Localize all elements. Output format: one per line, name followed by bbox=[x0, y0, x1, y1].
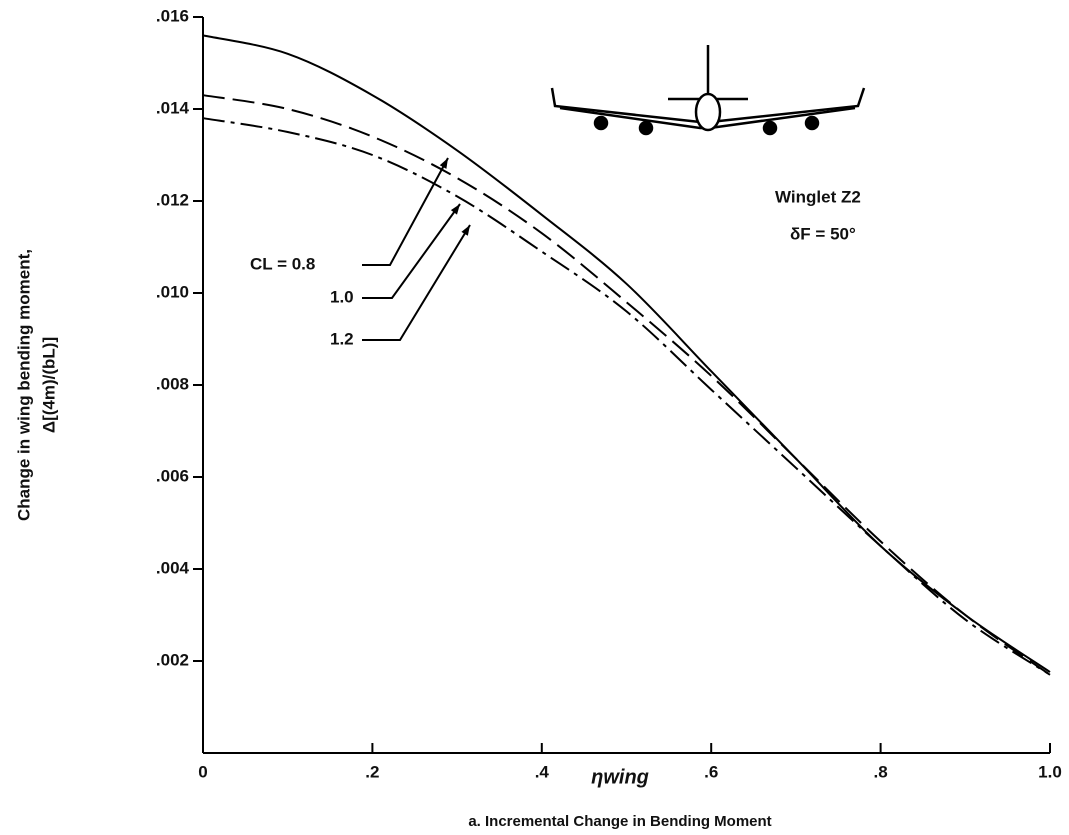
x-axis-label: ηwing bbox=[591, 766, 649, 788]
y-tick-label: .014 bbox=[156, 98, 190, 117]
y-axis-label: Δ[(4m)/(bL)] bbox=[39, 337, 58, 433]
x-tick-label: .4 bbox=[535, 762, 550, 781]
x-tick-label: .6 bbox=[704, 762, 718, 781]
line-series bbox=[202, 34, 1051, 673]
x-tick-label: 0 bbox=[198, 762, 207, 781]
y-tick-label: .004 bbox=[156, 558, 190, 577]
y-axis-label: Change in wing bending moment, bbox=[14, 249, 33, 521]
series-label: 1.0 bbox=[330, 287, 354, 306]
arrow-head bbox=[439, 158, 448, 169]
x-tick-label: 1.0 bbox=[1038, 762, 1062, 781]
caption: a. Incremental Change in Bending Moment bbox=[468, 813, 771, 830]
y-tick-label: .006 bbox=[156, 466, 189, 485]
arrow-head bbox=[461, 225, 470, 236]
y-tick-label: .008 bbox=[156, 374, 189, 393]
leader-line bbox=[362, 157, 449, 266]
y-tick-label: .016 bbox=[156, 6, 189, 25]
series-label: 1.2 bbox=[330, 329, 354, 348]
airplane-icon bbox=[550, 45, 866, 136]
leader-line bbox=[362, 203, 461, 299]
x-tick-label: .2 bbox=[365, 762, 379, 781]
annotation: Winglet Z2 bbox=[775, 187, 861, 206]
line-series bbox=[202, 117, 1051, 676]
y-tick-label: .010 bbox=[156, 282, 189, 301]
y-tick-label: .012 bbox=[156, 190, 189, 209]
x-tick-label: .8 bbox=[874, 762, 888, 781]
arrow-head bbox=[450, 204, 460, 215]
series-label: CL = 0.8 bbox=[250, 254, 315, 273]
annotation: δF = 50° bbox=[790, 224, 856, 243]
leader-line bbox=[362, 224, 471, 341]
y-tick-label: .002 bbox=[156, 650, 189, 669]
line-series bbox=[202, 94, 1051, 676]
